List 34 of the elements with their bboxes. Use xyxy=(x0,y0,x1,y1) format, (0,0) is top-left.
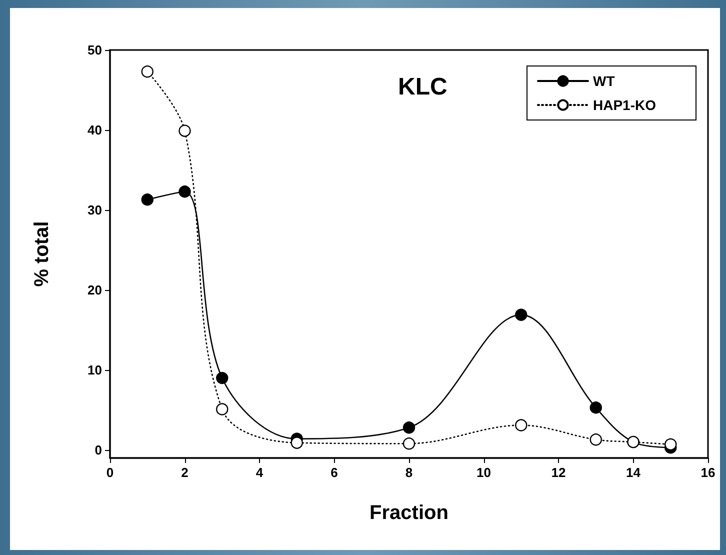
point xyxy=(216,403,228,416)
point xyxy=(141,66,154,78)
legend-label: HAP1-KO xyxy=(592,97,656,113)
y-tick-label: 30 xyxy=(88,202,102,218)
x-tick-label: 4 xyxy=(256,465,264,480)
text: KLC xyxy=(398,74,448,100)
point xyxy=(178,186,191,198)
x-tick-label: 14 xyxy=(626,465,642,480)
point xyxy=(664,438,677,450)
point xyxy=(216,372,228,384)
legend-label: WT xyxy=(592,73,616,89)
x-tick-label: 0 xyxy=(106,465,114,480)
point xyxy=(590,402,602,414)
point xyxy=(515,308,528,321)
point xyxy=(402,422,416,434)
x-tick-label: 16 xyxy=(700,465,716,480)
x-tick-label: 2 xyxy=(181,465,188,480)
y-tick-label: 50 xyxy=(88,42,102,58)
x-tick-label: 12 xyxy=(551,465,566,480)
y-tick-label: 40 xyxy=(88,122,102,138)
point xyxy=(141,194,154,206)
x-tick-label: 8 xyxy=(405,465,413,480)
point xyxy=(402,438,416,450)
y-axis-title: % total xyxy=(31,221,53,287)
point xyxy=(178,124,191,137)
x-tick-label: 6 xyxy=(330,465,338,480)
point xyxy=(515,419,528,432)
x-axis-title: Fraction xyxy=(370,502,448,524)
point xyxy=(290,436,303,449)
y-tick-label: 0 xyxy=(94,442,102,458)
point xyxy=(590,434,602,446)
y-tick-label: 10 xyxy=(88,362,102,378)
x-tick-label: 10 xyxy=(476,465,491,480)
y-tick-label: 20 xyxy=(88,282,102,298)
